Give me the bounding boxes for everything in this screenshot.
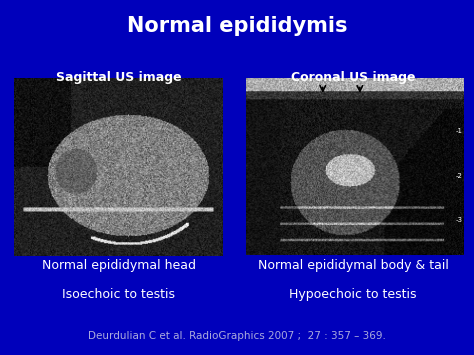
Text: Normal epididymis: Normal epididymis	[127, 16, 347, 36]
Text: -2: -2	[456, 173, 463, 179]
Text: Normal epididymal body & tail: Normal epididymal body & tail	[258, 259, 448, 272]
Text: -1: -1	[456, 129, 463, 134]
Text: Deurdulian C et al. RadioGraphics 2007 ;  27 : 357 – 369.: Deurdulian C et al. RadioGraphics 2007 ;…	[88, 331, 386, 341]
Text: Normal epididymal head: Normal epididymal head	[42, 259, 195, 272]
Text: Hypoechoic to testis: Hypoechoic to testis	[290, 288, 417, 301]
Text: Coronal US image: Coronal US image	[291, 71, 415, 84]
Text: Sagittal US image: Sagittal US image	[55, 71, 182, 84]
Text: -3: -3	[456, 217, 463, 223]
Text: Isoechoic to testis: Isoechoic to testis	[62, 288, 175, 301]
